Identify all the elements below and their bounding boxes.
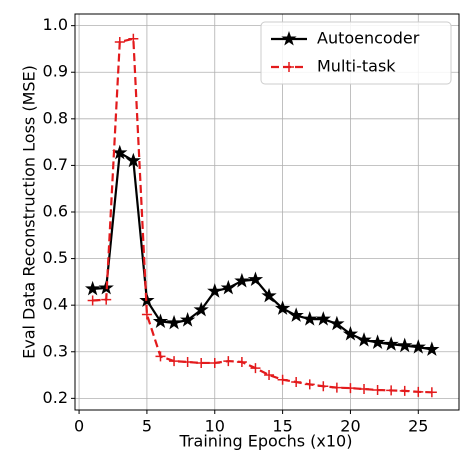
marker: [369, 334, 386, 349]
marker: [128, 33, 139, 44]
marker: [166, 314, 182, 330]
y-tick-label: 0.6: [43, 202, 68, 221]
marker: [356, 332, 372, 347]
marker: [125, 152, 141, 168]
marker: [329, 315, 345, 331]
marker: [87, 295, 98, 306]
marker: [359, 384, 370, 395]
marker: [304, 379, 315, 390]
x-tick-label: 10: [205, 417, 225, 436]
marker: [342, 326, 359, 341]
legend: Autoencoder Multi-task: [260, 21, 452, 85]
marker: [345, 383, 356, 394]
y-tick-label: 0.5: [43, 248, 68, 267]
marker: [410, 339, 426, 354]
marker: [261, 287, 277, 303]
legend-marker: [281, 30, 297, 46]
marker: [274, 300, 291, 315]
y-tick-label: 0.7: [43, 155, 68, 174]
marker: [413, 386, 424, 397]
x-tick-label: 20: [340, 417, 360, 436]
legend-box: [260, 21, 452, 85]
marker: [302, 311, 318, 326]
marker: [399, 385, 410, 396]
y-tick-label: 0.9: [43, 62, 68, 81]
marker: [277, 374, 288, 385]
marker: [383, 336, 399, 351]
marker: [101, 294, 112, 305]
x-axis-label: Training Epochs (x10): [179, 432, 353, 451]
x-tick-label: 0: [74, 417, 84, 436]
y-tick-label: 0.2: [43, 388, 68, 407]
y-tick-label: 0.3: [43, 341, 68, 360]
marker: [424, 341, 440, 356]
marker: [291, 377, 302, 388]
legend-label: Multi-task: [317, 57, 396, 76]
marker: [372, 384, 383, 395]
marker: [196, 357, 207, 368]
legend-label: Autoencoder: [317, 29, 420, 48]
plot-frame: [74, 13, 460, 411]
marker: [114, 36, 125, 47]
marker: [193, 301, 209, 317]
marker: [315, 311, 331, 326]
marker: [152, 313, 169, 328]
marker: [112, 144, 128, 160]
marker: [250, 363, 261, 374]
marker: [318, 381, 329, 392]
marker: [331, 382, 342, 393]
legend-marker: [284, 62, 294, 72]
marker: [234, 272, 250, 288]
marker: [236, 357, 247, 368]
marker: [223, 356, 234, 367]
x-tick-label: 25: [408, 417, 428, 436]
y-tick-label: 0.4: [43, 295, 68, 314]
marker: [182, 357, 193, 368]
marker: [141, 309, 152, 320]
y-tick-label: 0.8: [43, 108, 68, 127]
marker: [207, 283, 223, 298]
marker: [386, 385, 397, 396]
marker: [220, 279, 236, 295]
marker: [169, 356, 180, 367]
marker: [247, 271, 264, 287]
x-tick-label: 5: [142, 417, 152, 436]
marker: [426, 387, 437, 398]
x-tick-label: 15: [272, 417, 292, 436]
marker: [209, 357, 220, 368]
y-tick-label: 1.0: [43, 15, 68, 34]
y-axis-label: Eval Data Reconstruction Loss (MSE): [20, 65, 39, 359]
marker: [397, 337, 413, 353]
marker: [179, 312, 196, 327]
marker: [85, 280, 101, 296]
marker: [288, 307, 304, 322]
series-line: [92, 37, 432, 394]
marker: [155, 351, 166, 362]
marker: [264, 370, 275, 381]
